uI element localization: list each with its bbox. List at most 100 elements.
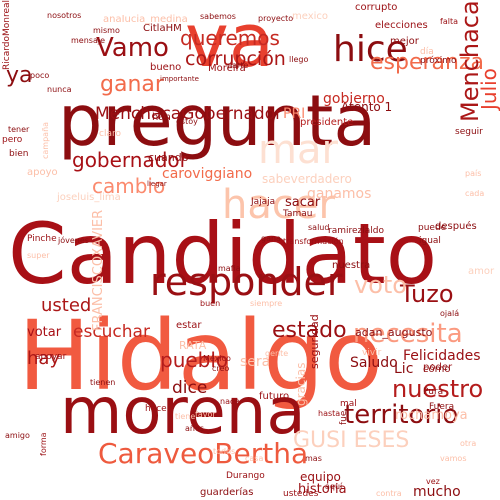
word-pura: Pura bbox=[423, 387, 444, 397]
word-dice: dice bbox=[172, 378, 208, 398]
word-apoyar: apoyar bbox=[35, 352, 67, 362]
word-va: va bbox=[185, 0, 275, 84]
word-bueno: bueno bbox=[150, 62, 182, 73]
word-sera: sera bbox=[240, 354, 271, 370]
word-gobierno: gobierno bbox=[323, 91, 385, 107]
word-vamo: Vamo bbox=[96, 33, 169, 63]
word-felicidades: Felicidades bbox=[403, 348, 481, 364]
word-forma: forma bbox=[39, 432, 48, 456]
word-transformacion: transformación bbox=[283, 237, 344, 246]
word-ganamos: ganamos bbox=[307, 186, 372, 202]
word-contra: contra bbox=[376, 489, 402, 498]
word-gobernador: gobernador bbox=[72, 148, 188, 172]
word-mas: mas bbox=[305, 454, 322, 463]
word-nunca: nunca bbox=[47, 85, 72, 94]
word-favor: favor bbox=[195, 410, 216, 419]
word-usted: usted bbox=[41, 295, 92, 316]
word-mucho: mucho bbox=[413, 484, 461, 500]
word-ricardomonreal: RicardoMonreal bbox=[2, 0, 12, 71]
word-fue: fue bbox=[339, 410, 349, 425]
word-historia: historia bbox=[298, 482, 347, 497]
word-pri: PRI bbox=[283, 106, 306, 122]
word-todos: todos bbox=[213, 447, 236, 456]
word-escuchar: escuchar bbox=[73, 322, 150, 342]
word-responder: responder bbox=[150, 260, 343, 304]
word-como: cómo bbox=[423, 364, 451, 375]
word-tuzo: Tuzo bbox=[400, 280, 454, 308]
word-falta: falta bbox=[440, 17, 458, 26]
word-pais: país bbox=[465, 169, 482, 178]
word-amigo: amigo bbox=[5, 431, 30, 440]
word-queremos: queremos bbox=[180, 26, 280, 50]
word-sabemos: sabemos bbox=[200, 12, 236, 21]
word-hasta: hasta bbox=[318, 409, 341, 418]
word-morena: morena bbox=[60, 375, 306, 449]
word-llegar: llegar bbox=[147, 180, 167, 188]
word-claro: claro bbox=[99, 129, 121, 139]
word-siempre: siempre bbox=[250, 299, 283, 308]
word-ramirezlaldo: ramirezlaldo bbox=[328, 226, 384, 236]
word-mismo: mismo bbox=[93, 26, 120, 35]
word-puede: puede bbox=[418, 223, 447, 233]
word-tienen: tienen bbox=[90, 378, 116, 387]
word-tiene: tiene bbox=[175, 412, 196, 421]
word-estar: estar bbox=[176, 320, 202, 331]
word-nuestra: nuestra bbox=[332, 260, 371, 271]
word-despues: después bbox=[435, 221, 477, 232]
word-menchacagobernador: MenchacaGobernador bbox=[95, 104, 283, 124]
word-nosotros: nosotros bbox=[47, 11, 82, 20]
word-ojala: ojalá bbox=[440, 309, 460, 318]
word-pero: pero bbox=[2, 135, 23, 145]
word-ustedes: ustedes bbox=[283, 489, 319, 499]
word-gracias: gracias bbox=[294, 362, 308, 406]
word-cada: cada bbox=[465, 189, 485, 198]
word-casa: casa bbox=[245, 454, 264, 463]
word-fuera: Fuera bbox=[429, 402, 455, 412]
word-candidato: Candidato bbox=[8, 205, 438, 303]
word-joseluis-lima: joseluis_lima bbox=[57, 192, 121, 203]
word-rochamoya: rochamoya bbox=[395, 408, 468, 423]
word-vivir: vivir bbox=[362, 348, 382, 358]
word-necesita: necesita bbox=[353, 319, 463, 349]
word-ya: ya bbox=[6, 63, 33, 88]
word-hace: hace bbox=[145, 404, 167, 414]
word-mexico: mexico bbox=[292, 11, 329, 22]
word-cuando: cuando bbox=[148, 151, 189, 164]
word-campana: campaña bbox=[41, 121, 50, 159]
word-gusi-eses: GUSI ESES bbox=[293, 428, 410, 453]
word-gente: gente bbox=[265, 349, 289, 358]
word-territorio: territorio bbox=[344, 400, 459, 430]
word-jovenes: jóvenes bbox=[58, 236, 89, 245]
word-rata: RATA bbox=[179, 339, 207, 352]
word-parte: parte bbox=[227, 61, 249, 70]
word-corrupcion: corrupción bbox=[185, 48, 286, 70]
word-sabeverdadero: sabeverdadero bbox=[262, 172, 352, 186]
word-esperanza: esperanza bbox=[370, 50, 484, 75]
word-corrupto: corrupto bbox=[355, 2, 398, 13]
word-lic: Lic bbox=[394, 361, 414, 377]
word-votar: votar bbox=[27, 325, 62, 340]
word-proximo: próximo bbox=[420, 56, 457, 66]
word-adan-augusto: adan_augusto bbox=[355, 326, 433, 339]
word-otra: otra bbox=[460, 439, 477, 448]
word-equipo: equipo bbox=[300, 470, 341, 484]
word-tamau: Tamau bbox=[283, 209, 313, 219]
word-anaiucia-medina: anaIucia_medina bbox=[103, 14, 188, 25]
word-hice: hice bbox=[333, 29, 408, 70]
word-igual: igual bbox=[419, 236, 441, 246]
word-mar: mar bbox=[258, 127, 338, 173]
word-mejor: mejor bbox=[390, 36, 419, 47]
word-han: han bbox=[152, 112, 171, 123]
word-poder: poder bbox=[423, 362, 453, 373]
word-anos: años bbox=[185, 424, 205, 433]
word-aqui: aquí bbox=[325, 482, 343, 491]
word-salud: salud bbox=[308, 223, 330, 232]
word-mexico: México bbox=[203, 354, 231, 363]
word-caroviggiano: caroviggiano bbox=[162, 166, 253, 182]
word-hidalgo: Hidalgo bbox=[18, 300, 383, 412]
word-mensaje: mensaje bbox=[71, 36, 105, 45]
word-gana: gana bbox=[261, 234, 281, 243]
word-llego: llego bbox=[289, 55, 309, 64]
word-seguridad: seguridad bbox=[308, 314, 321, 369]
word-estado: estado bbox=[272, 318, 347, 343]
